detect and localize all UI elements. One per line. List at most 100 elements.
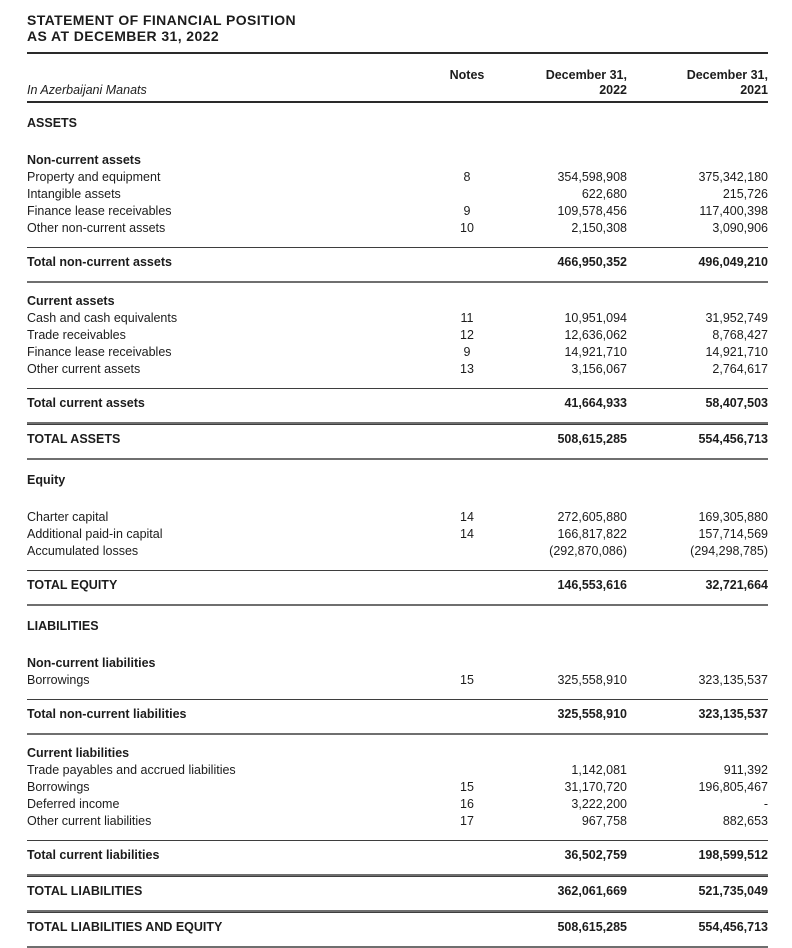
value-2022: 1,142,081 <box>571 763 627 777</box>
item-row-other-current-liabilities: Other current liabilities 17 967,758 882,65… <box>27 813 768 830</box>
value-2021: 8,768,427 <box>712 328 768 342</box>
row-label: Finance lease receivables <box>27 204 172 218</box>
value-2021: 14,921,710 <box>705 345 768 359</box>
value-2021: 375,342,180 <box>698 170 768 184</box>
total-row-total-non-current-assets: Total non-current assets 466,950,352 496,0… <box>27 247 768 283</box>
item-row-finance-lease-receivables: Finance lease receivables 9 14,921,710 14,9… <box>27 344 768 361</box>
grand-row-total-assets: TOTAL ASSETS 508,615,285 554,456,713 <box>27 424 768 460</box>
row-note <box>437 847 497 864</box>
total-row-total-non-current-liabilities: Total non-current liabilities 325,558,910… <box>27 699 768 735</box>
column-header-dec-2021-line1: December 31, <box>686 68 768 82</box>
row-note: 17 <box>460 814 474 828</box>
row-note: 8 <box>463 170 471 184</box>
row-note <box>437 395 497 412</box>
row-note: 14 <box>460 527 474 541</box>
value-2022: 41,664,933 <box>564 396 627 410</box>
row-label: Total non-current assets <box>27 255 172 269</box>
unit-label: In Azerbaijani Manats <box>27 83 147 97</box>
value-2021: 496,049,210 <box>698 255 768 269</box>
value-2021: 31,952,749 <box>705 311 768 325</box>
item-row-cash-and-cash-equivalents: Cash and cash equivalents 11 10,951,094 31,… <box>27 310 768 327</box>
total-row-total-current-liabilities: Total current liabilities 36,502,759 198,5… <box>27 840 768 876</box>
value-2021: 117,400,398 <box>699 204 768 218</box>
value-2022: 109,578,456 <box>557 204 627 218</box>
row-label: TOTAL EQUITY <box>27 578 118 592</box>
value-2022: 166,817,822 <box>557 527 627 541</box>
value-2022: 967,758 <box>581 814 627 828</box>
statement-title-line2: AS AT DECEMBER 31, 2022 <box>27 28 220 44</box>
item-row-additional-paid-in-capital: Additional paid-in capital 14 166,817,822 1… <box>27 526 768 543</box>
row-note <box>437 706 497 723</box>
value-2022: 3,222,200 <box>571 797 627 811</box>
row-note: 13 <box>460 362 474 376</box>
value-2022: 466,950,352 <box>557 255 627 269</box>
value-2021: (294,298,785) <box>690 544 768 558</box>
value-2022: 508,615,285 <box>557 920 627 934</box>
row-label: Non-current assets <box>27 153 141 167</box>
row-label: Trade receivables <box>27 328 126 342</box>
row-label: Current assets <box>27 294 115 308</box>
value-2021: 58,407,503 <box>705 396 768 410</box>
row-label: ASSETS <box>27 116 78 130</box>
value-2022: (292,870,086) <box>549 544 627 558</box>
group-row-non-current-liabilities: Non-current liabilities <box>27 655 768 672</box>
value-2022: 31,170,720 <box>564 780 627 794</box>
row-note <box>437 254 497 271</box>
column-header-notes: Notes <box>449 68 485 82</box>
row-label: LIABILITIES <box>27 619 99 633</box>
value-2021: 911,392 <box>723 763 768 777</box>
row-label: Other non-current assets <box>27 221 166 235</box>
value-2022: 508,615,285 <box>557 432 627 446</box>
row-label: Total current liabilities <box>27 848 160 862</box>
value-2021: - <box>763 797 768 811</box>
row-note: 10 <box>460 221 474 235</box>
row-note: 16 <box>460 797 474 811</box>
value-2021: 2,764,617 <box>712 362 768 376</box>
column-header-dec-2021-line2: 2021 <box>740 83 768 97</box>
value-2021: 554,456,713 <box>698 920 768 934</box>
row-label: Cash and cash equivalents <box>27 311 178 325</box>
row-label: TOTAL ASSETS <box>27 432 121 446</box>
value-2022: 10,951,094 <box>564 311 627 325</box>
value-2021: 157,714,569 <box>698 527 768 541</box>
row-label: Borrowings <box>27 673 90 687</box>
column-header-dec-2022-line2: 2022 <box>599 83 627 97</box>
row-note <box>437 762 497 779</box>
value-2022: 36,502,759 <box>564 848 627 862</box>
item-row-trade-receivables: Trade receivables 12 12,636,062 8,768,427 <box>27 327 768 344</box>
item-row-charter-capital: Charter capital 14 272,605,880 169,305,880 <box>27 509 768 526</box>
row-label: Intangible assets <box>27 187 121 201</box>
row-label: Additional paid-in capital <box>27 527 163 541</box>
row-note: 12 <box>460 328 474 342</box>
row-note: 15 <box>460 780 474 794</box>
group-row-current-liabilities: Current liabilities <box>27 745 768 762</box>
value-2022: 14,921,710 <box>564 345 627 359</box>
section-row-assets: ASSETS <box>27 115 768 132</box>
value-2021: 196,805,467 <box>698 780 768 794</box>
column-header-dec-2022-line1: December 31, <box>545 68 627 82</box>
group-row-current-assets: Current assets <box>27 293 768 310</box>
row-label: Non-current liabilities <box>27 656 156 670</box>
item-row-other-current-assets: Other current assets 13 3,156,067 2,764,617 <box>27 361 768 378</box>
value-2021: 32,721,664 <box>705 578 768 592</box>
value-2022: 3,156,067 <box>571 362 627 376</box>
row-label: Finance lease receivables <box>27 345 172 359</box>
item-row-accumulated-losses: Accumulated losses (292,870,086) (294,298,… <box>27 543 768 560</box>
item-row-intangible-assets: Intangible assets 622,680 215,726 <box>27 186 768 203</box>
item-row-property-and-equipment: Property and equipment 8 354,598,908 375,34… <box>27 169 768 186</box>
statement-rows: ASSETS Non-current assets Property and equ… <box>27 115 768 948</box>
column-header-dec-2021: December 31, 2021 <box>627 68 768 98</box>
row-note <box>437 431 497 448</box>
group-row-non-current-assets: Non-current assets <box>27 152 768 169</box>
value-2021: 554,456,713 <box>698 432 768 446</box>
row-label: Borrowings <box>27 780 90 794</box>
value-2021: 169,305,880 <box>698 510 768 524</box>
row-label: Property and equipment <box>27 170 161 184</box>
section-row-liabilities: LIABILITIES <box>27 618 768 635</box>
row-note: 9 <box>463 204 471 218</box>
row-label: Other current liabilities <box>27 814 152 828</box>
row-note: 11 <box>460 311 474 325</box>
row-note: 15 <box>460 673 474 687</box>
total-row-total-current-assets: Total current assets 41,664,933 58,407,503 <box>27 388 768 424</box>
item-row-trade-payables-and-accrued-liabilities: Trade payables and accrued liabilities 1,… <box>27 762 768 779</box>
